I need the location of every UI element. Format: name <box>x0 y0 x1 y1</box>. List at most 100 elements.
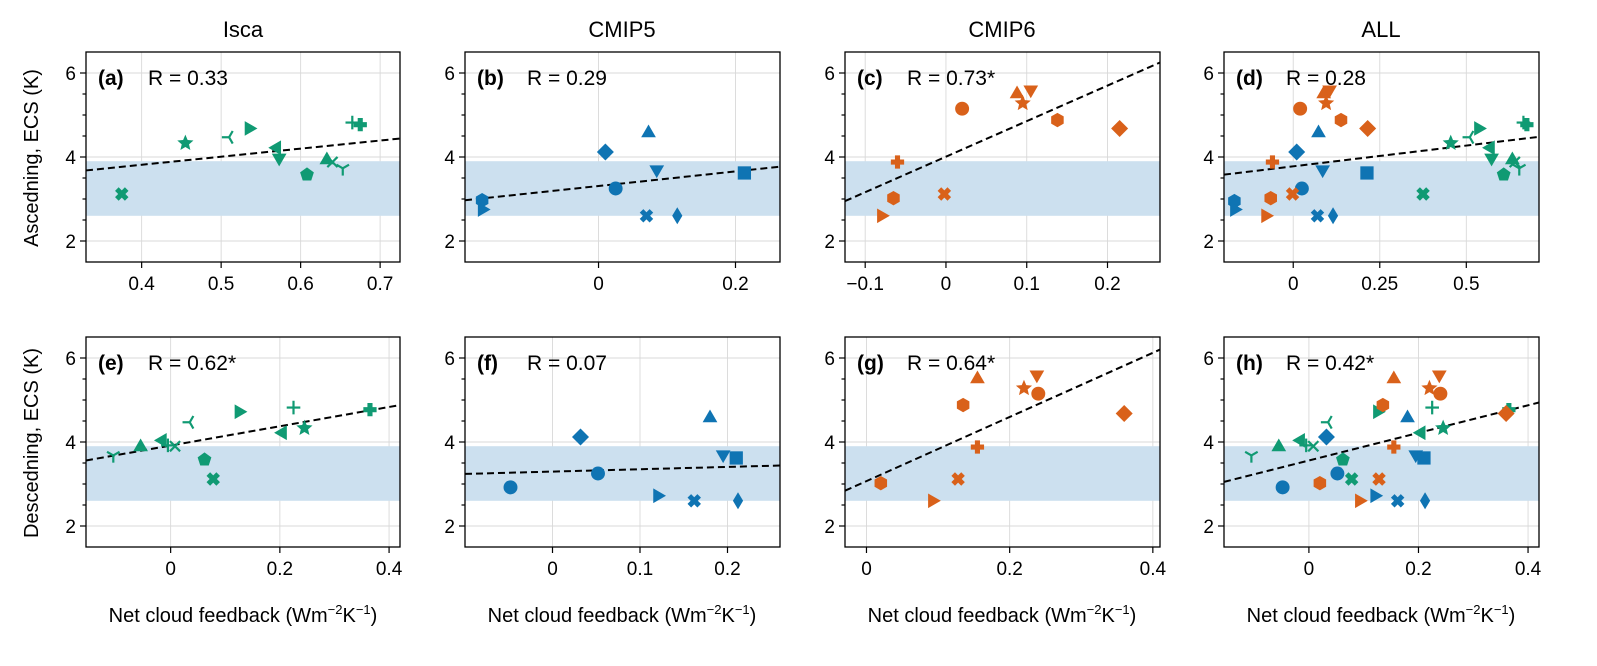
xlabel-mid: K <box>1480 605 1494 627</box>
point-cmip6 <box>1115 404 1133 422</box>
panel-label: (d) <box>1236 67 1263 90</box>
regression-line <box>464 165 781 202</box>
correlation-text: R = 0.33 <box>148 67 228 90</box>
point-cmip6 <box>1334 112 1348 128</box>
x-tick-label: 0.6 <box>287 274 313 295</box>
y-tick-label: 4 <box>444 148 455 169</box>
point-cmip5 <box>1275 480 1290 495</box>
point-cmip5 <box>1310 209 1325 223</box>
scatter-points <box>475 124 752 225</box>
grid-lines <box>86 337 400 547</box>
xlabel-prefix: Net cloud feedback (Wm <box>868 605 1087 627</box>
point-cmip5 <box>732 492 744 510</box>
point-cmip6 <box>1015 379 1033 396</box>
xlabel-prefix: Net cloud feedback (Wm <box>1247 605 1466 627</box>
point-isca <box>1508 156 1521 168</box>
point-isca <box>353 118 367 132</box>
column-title-cmip5: CMIP5 <box>588 17 655 42</box>
xlabel-exp2: −1 <box>1115 602 1130 617</box>
x-tick-label: 0.2 <box>996 559 1022 580</box>
y-tick-label: 6 <box>65 64 76 85</box>
regression-line <box>1223 401 1540 483</box>
xlabel-exp2: −1 <box>735 602 750 617</box>
scatter-points <box>1228 85 1534 225</box>
point-cmip5 <box>687 494 701 508</box>
regression-line <box>85 404 401 462</box>
point-cmip5 <box>591 466 605 481</box>
point-cmip5 <box>1230 202 1243 217</box>
y-tick-label: 6 <box>444 349 455 370</box>
point-cmip6 <box>951 472 965 486</box>
point-isca <box>106 450 121 463</box>
y-tick-label: 4 <box>65 433 76 454</box>
point-isca <box>206 472 220 486</box>
point-cmip6 <box>1265 155 1280 169</box>
point-cmip5 <box>1400 409 1415 423</box>
x-tick-label: 0.2 <box>1405 559 1431 580</box>
point-cmip5 <box>672 207 683 225</box>
panel-label: (f) <box>477 352 498 375</box>
svg-text:Net cloud feedback (Wm−2K−1): Net cloud feedback (Wm−2K−1) <box>868 602 1137 627</box>
ecs-range-band <box>86 161 400 216</box>
xlabel-exp1: −2 <box>1466 602 1481 617</box>
point-cmip5 <box>737 166 752 180</box>
y-tick-label: 4 <box>65 148 76 169</box>
x-tick-label: 0.5 <box>208 274 234 295</box>
x-tick-label: −0.1 <box>846 274 884 295</box>
point-isca <box>1520 118 1534 132</box>
y-tick-label: 4 <box>444 433 455 454</box>
panel-label: (a) <box>98 67 124 90</box>
point-isca <box>363 403 377 417</box>
grid-lines <box>465 337 780 547</box>
ecs-range-band <box>86 446 400 501</box>
regression-line <box>1223 135 1540 176</box>
xlabel-mid: K <box>721 605 735 627</box>
x-tick-label: 0 <box>547 559 558 580</box>
point-cmip5 <box>608 181 623 196</box>
point-cmip5 <box>639 209 654 223</box>
point-isca <box>1244 450 1259 463</box>
point-isca <box>1482 140 1495 156</box>
point-cmip6 <box>1316 85 1332 99</box>
point-cmip5 <box>702 409 718 423</box>
point-cmip6 <box>1372 472 1386 486</box>
grid-lines <box>86 52 400 262</box>
x-tick-label: 0.2 <box>1094 274 1120 295</box>
xlabel-exp1: −2 <box>1087 602 1102 617</box>
correlation-text: R = 0.62* <box>148 352 236 375</box>
point-isca <box>335 163 350 176</box>
correlation-text: R = 0.29 <box>527 67 607 90</box>
point-isca <box>1344 472 1359 486</box>
scatter-points <box>115 115 367 201</box>
y-tick-label: 4 <box>1203 148 1214 169</box>
y-tick-label: 6 <box>65 349 76 370</box>
point-isca <box>197 452 212 466</box>
point-cmip6 <box>1431 370 1447 384</box>
panel-label: (g) <box>857 352 884 375</box>
y-tick-label: 2 <box>444 232 455 253</box>
point-isca <box>169 440 181 453</box>
point-isca <box>271 153 287 167</box>
point-cmip6 <box>1433 386 1448 401</box>
x-tick-label: 0.2 <box>267 559 293 580</box>
point-isca <box>221 130 234 145</box>
grid-lines <box>1224 337 1539 547</box>
point-cmip6 <box>928 493 941 509</box>
point-isca <box>1320 415 1333 430</box>
point-cmip6 <box>874 475 888 491</box>
svg-text:Net cloud feedback (Wm−2K−1): Net cloud feedback (Wm−2K−1) <box>488 602 757 627</box>
grid-lines <box>845 337 1160 547</box>
x-tick-label: 0.5 <box>1453 274 1479 295</box>
ecs-range-band <box>845 161 1160 216</box>
y-tick-label: 6 <box>444 64 455 85</box>
regression-line <box>844 348 1161 492</box>
ecs-range-band <box>845 446 1160 501</box>
y-tick-label: 2 <box>824 517 835 538</box>
point-cmip5 <box>596 143 614 161</box>
point-cmip6 <box>955 101 970 116</box>
point-isca <box>268 140 282 156</box>
xlabel-prefix: Net cloud feedback (Wm <box>488 605 707 627</box>
point-cmip5 <box>641 124 656 138</box>
x-tick-label: 0 <box>593 274 604 295</box>
point-isca <box>1512 163 1527 176</box>
